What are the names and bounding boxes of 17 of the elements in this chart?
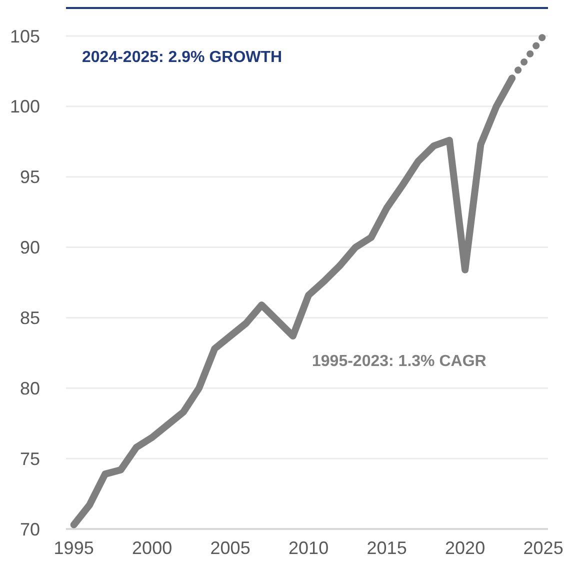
annotation: 2024-2025: 2.9% GROWTH xyxy=(82,49,282,66)
x-tick-label: 2015 xyxy=(366,538,407,558)
x-tick-label: 1995 xyxy=(54,538,94,558)
x-tick-label: 2010 xyxy=(288,538,329,558)
y-tick-label: 105 xyxy=(10,26,40,46)
y-tick-label: 75 xyxy=(20,448,40,469)
y-tick-label: 80 xyxy=(20,378,40,398)
x-tick-label: 2005 xyxy=(210,538,250,558)
y-tick-label: 90 xyxy=(20,238,40,258)
y-tick-label: 100 xyxy=(10,96,40,117)
y-tick-label: 70 xyxy=(20,519,40,540)
y-tick-label: 95 xyxy=(20,167,40,188)
y-tick-label: 85 xyxy=(20,308,40,328)
x-tick-label: 2020 xyxy=(445,538,486,558)
x-tick-label: 2025 xyxy=(523,538,564,558)
annotation: 1995-2023: 1.3% CAGR xyxy=(312,353,487,370)
x-tick-label: 2000 xyxy=(132,538,172,558)
